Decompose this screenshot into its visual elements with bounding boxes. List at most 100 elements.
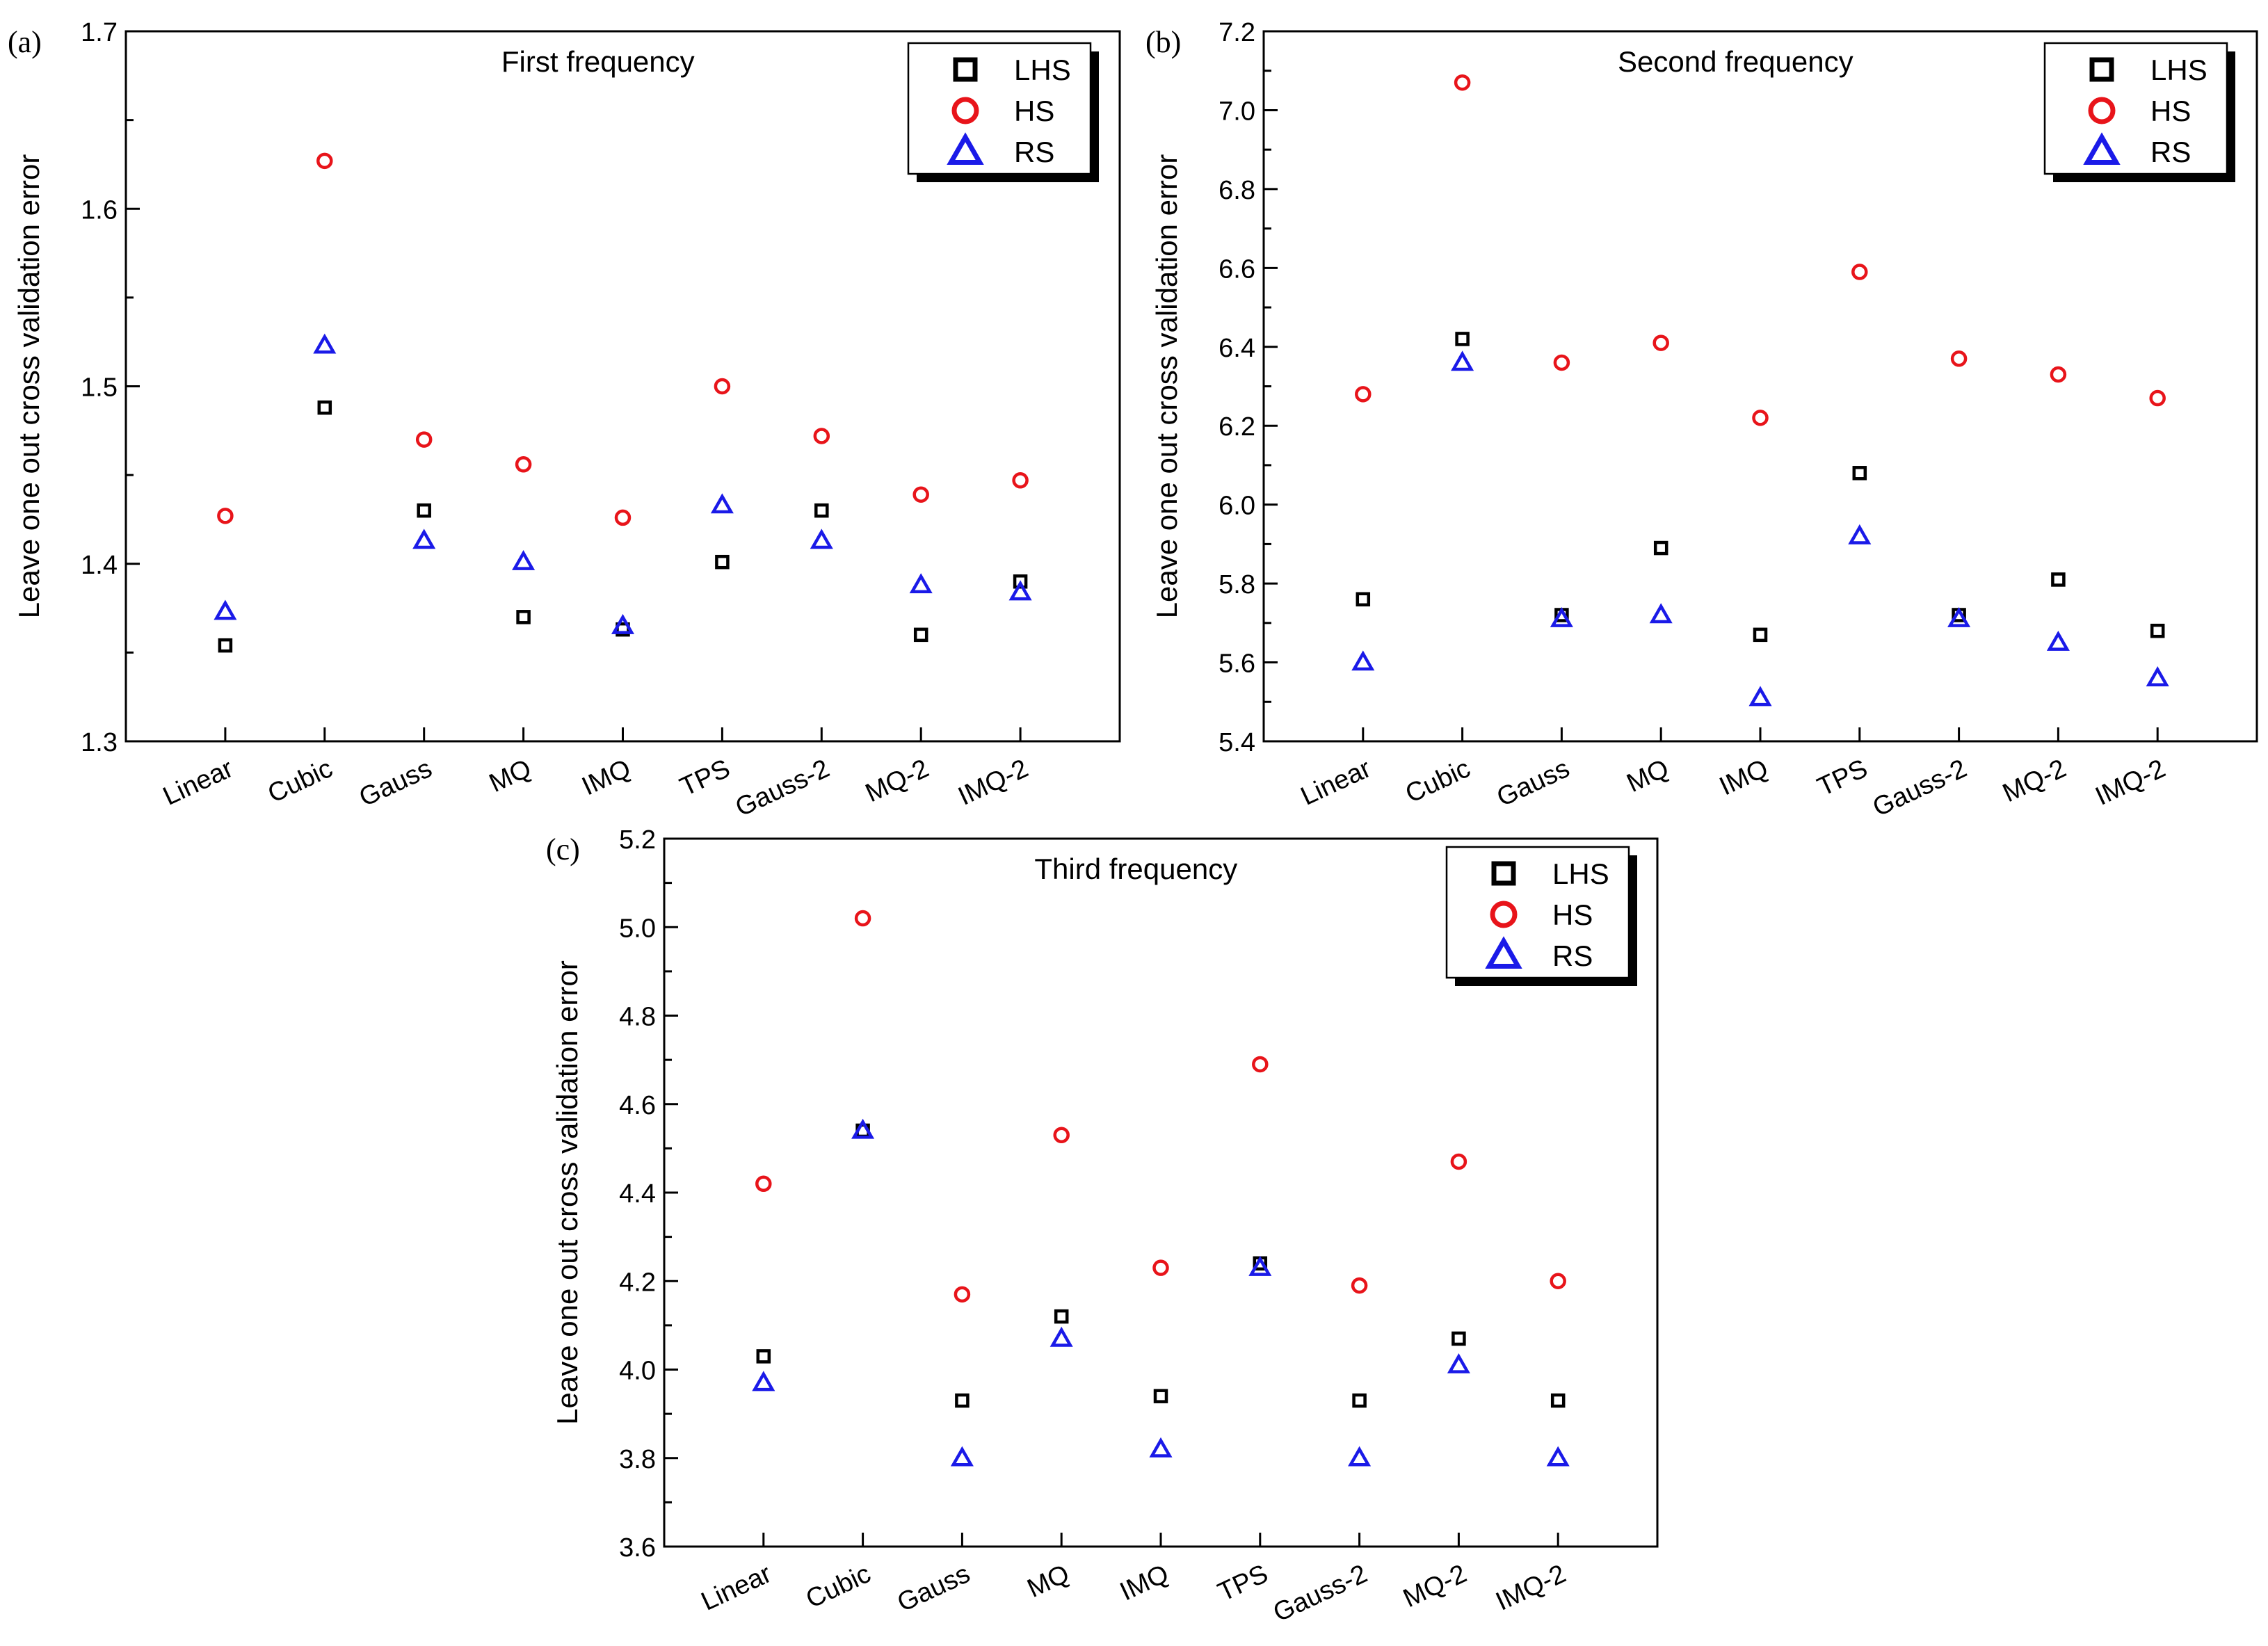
data-point-rs: [851, 1118, 875, 1139]
y-tick-label: 4.0: [619, 1357, 656, 1386]
chart-panel-b: (b) Second frequency 5.4 5.6 5.8 6.0 6.2 6.4 6.6…: [1145, 18, 2258, 823]
data-point-lhs: [1455, 332, 1470, 346]
y-tick-label: 6.8: [1219, 176, 1255, 205]
y-tick-label: 4.6: [619, 1091, 656, 1120]
y-tick-label: 3.8: [619, 1445, 656, 1474]
legend-marker-hs: [2088, 97, 2116, 124]
legend-marker-lhs: [1491, 861, 1516, 886]
x-tick-label: IMQ-2: [954, 754, 1032, 812]
x-tick-label: Linear: [697, 1559, 776, 1617]
legend-box: [1445, 846, 1630, 979]
data-point-rs: [1447, 1353, 1470, 1373]
y-tick-label: 5.8: [1219, 570, 1255, 599]
data-point-hs: [316, 152, 333, 170]
x-tick-label: MQ: [1023, 1559, 1074, 1604]
y-tick-label: 4.2: [619, 1268, 656, 1297]
legend-marker-rs: [2083, 132, 2121, 166]
data-point-hs: [1450, 1153, 1467, 1170]
x-tick-label: IMQ: [1116, 1559, 1173, 1606]
x-tick-label: Gauss: [1493, 754, 1574, 812]
data-point-lhs: [1352, 1393, 1367, 1408]
x-tick-label: IMQ: [577, 754, 635, 801]
legend-marker-rs: [1485, 936, 1522, 969]
data-point-hs: [1553, 354, 1570, 371]
data-point-lhs: [218, 638, 233, 653]
y-tick-label: 1.5: [81, 373, 118, 403]
data-point-rs: [710, 493, 734, 514]
data-point-lhs: [1753, 627, 1768, 643]
data-point-lhs: [516, 610, 531, 624]
data-point-hs: [714, 378, 731, 395]
y-tick-label: 6.0: [1219, 492, 1255, 521]
x-tick-label: MQ-2: [1399, 1559, 1471, 1613]
data-point-rs: [950, 1446, 974, 1467]
data-point-hs: [854, 910, 871, 927]
data-point-rs: [1546, 1446, 1570, 1467]
data-point-rs: [1348, 1446, 1372, 1467]
y-tick-label: 1.6: [81, 195, 118, 225]
y-tick-label: 5.2: [619, 825, 656, 855]
y-axis-label: Leave one out cross validation error: [551, 960, 584, 1425]
data-point-rs: [752, 1371, 775, 1391]
data-point-rs: [1149, 1437, 1173, 1458]
chart-title: First frequency: [501, 45, 695, 78]
data-point-hs: [1152, 1259, 1169, 1276]
legend: LHS HS RS: [907, 42, 1099, 182]
data-point-rs: [412, 529, 436, 549]
legend-box: [907, 42, 1092, 175]
x-tick-label: Gauss: [355, 754, 436, 812]
data-point-rs: [1748, 686, 1772, 707]
x-tick-label: TPS: [1813, 754, 1872, 802]
x-tick-label: MQ: [1623, 754, 1673, 798]
data-point-rs: [1550, 606, 1573, 627]
legend-box: [2043, 42, 2228, 175]
data-point-rs: [2046, 631, 2070, 651]
y-tick-label: 6.6: [1219, 255, 1255, 284]
x-tick-label: Cubic: [802, 1559, 876, 1614]
legend-label-hs: HS: [2150, 95, 2191, 127]
x-tick-label: Linear: [159, 754, 238, 812]
data-point-hs: [912, 486, 929, 503]
legend-marker-hs: [951, 97, 979, 124]
data-point-rs: [1451, 350, 1474, 371]
data-point-lhs: [317, 400, 332, 415]
x-tick-label: Gauss: [893, 1559, 974, 1617]
y-tick-label: 7.2: [1219, 18, 1255, 47]
data-point-lhs: [913, 627, 928, 643]
data-point-rs: [1008, 580, 1032, 601]
data-point-rs: [2146, 666, 2169, 686]
y-tick-label: 1.7: [81, 18, 118, 47]
legend-marker-hs: [1490, 901, 1518, 928]
data-point-hs: [1252, 1056, 1269, 1073]
data-point-lhs: [1013, 574, 1028, 589]
data-point-hs: [954, 1286, 971, 1303]
x-tick-label: Linear: [1296, 754, 1376, 812]
data-point-rs: [512, 550, 536, 570]
data-point-hs: [515, 456, 532, 473]
data-point-hs: [1351, 1277, 1368, 1294]
data-point-lhs: [1356, 592, 1371, 607]
x-tick-label: TPS: [675, 754, 734, 802]
data-point-lhs: [955, 1393, 970, 1408]
y-tick-label: 7.0: [1219, 97, 1255, 126]
data-point-lhs: [1852, 466, 1867, 481]
chart-panel-a: (a) First frequency 1.3 1.4 1.5 1.6 1.7 Leave o…: [8, 18, 1121, 823]
data-point-lhs: [2051, 572, 2066, 587]
panel-label: (a): [8, 25, 42, 59]
y-tick-label: 5.0: [619, 914, 656, 943]
chart-title: Third frequency: [1034, 853, 1237, 885]
x-tick-label: Cubic: [1401, 754, 1475, 809]
legend-label-lhs: LHS: [1014, 54, 1071, 86]
data-point-rs: [1351, 650, 1375, 671]
x-tick-label: TPS: [1214, 1559, 1273, 1607]
data-point-rs: [810, 529, 833, 549]
legend-label-hs: HS: [1014, 95, 1054, 127]
y-tick-label: 6.4: [1219, 334, 1255, 363]
y-tick-label: 6.2: [1219, 412, 1255, 442]
legend-label-rs: RS: [2150, 136, 2191, 168]
panel-label: (b): [1145, 25, 1181, 59]
x-tick-label: MQ-2: [1998, 754, 2070, 808]
y-tick-label: 4.8: [619, 1003, 656, 1032]
data-point-rs: [1649, 603, 1673, 624]
data-point-hs: [1652, 334, 1669, 351]
